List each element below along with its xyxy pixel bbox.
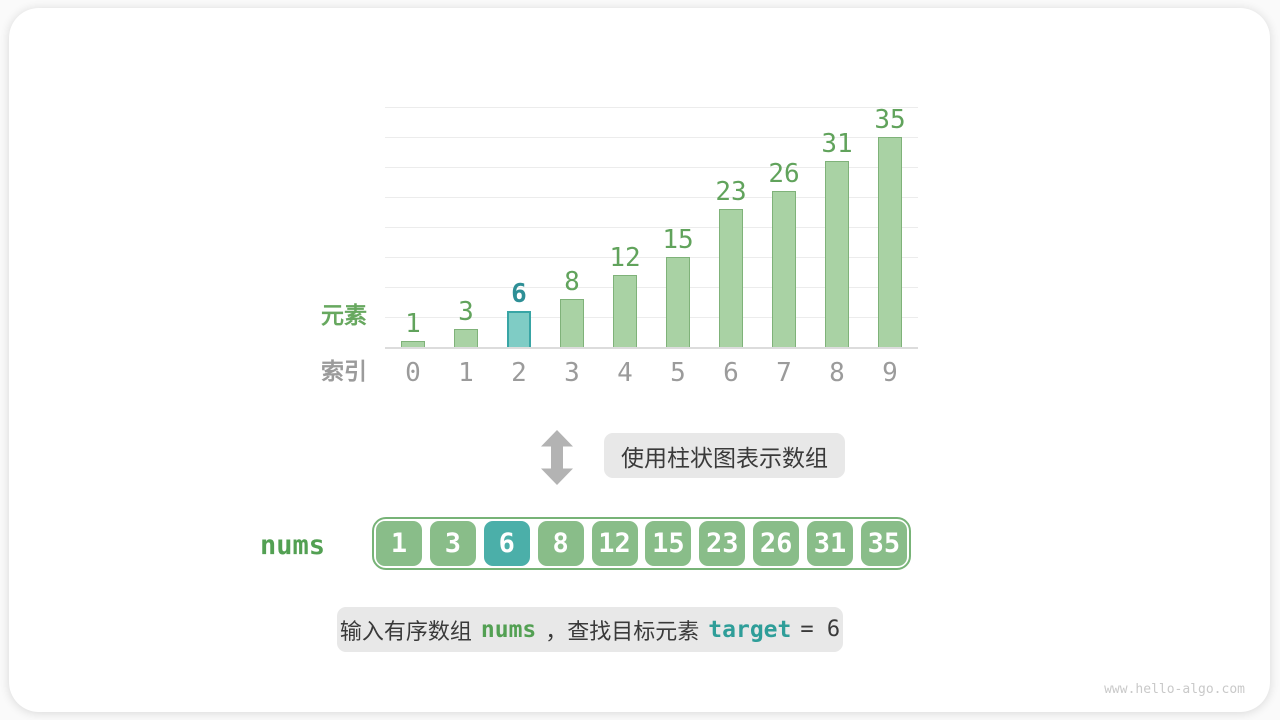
gridline <box>385 317 918 318</box>
chart-bar <box>666 257 690 347</box>
bar-value-label: 35 <box>874 105 906 135</box>
bar-chart-plot-area: 1 0 3 1 6 2 8 3 12 4 15 5 23 6 26 7 31 8 35 9 <box>385 105 918 387</box>
array-cell: 15 <box>645 521 692 566</box>
chart-bar <box>401 341 425 347</box>
gridline <box>385 137 918 138</box>
chart-bar <box>878 137 902 347</box>
y-axis-label: 元素 <box>321 302 367 328</box>
array-cell-highlighted: 6 <box>483 521 530 566</box>
array-cell: 3 <box>429 521 476 566</box>
bar-index-label: 6 <box>723 358 739 388</box>
array-cell: 35 <box>860 521 907 566</box>
transition-label: 使用柱状图表示数组 <box>604 433 845 478</box>
figure-card: 元素 索引 1 0 3 1 6 2 8 3 12 4 15 5 23 6 26 7 31 8 35 9 使用柱状图表示… <box>9 8 1270 712</box>
array-name-label: nums <box>260 530 326 561</box>
chart-bar-highlighted <box>507 311 531 347</box>
bar-index-label: 8 <box>829 358 845 388</box>
bar-value-label: 1 <box>405 309 421 339</box>
watermark: www.hello-algo.com <box>1104 682 1245 697</box>
bar-value-label: 3 <box>458 297 474 327</box>
array-cell: 31 <box>807 521 853 566</box>
bar-index-label: 5 <box>670 358 686 388</box>
array-cell: 1 <box>376 521 422 566</box>
chart-bar <box>454 329 478 347</box>
bar-index-label: 0 <box>405 358 421 388</box>
caption-code-target: target <box>708 616 792 643</box>
array-cell: 12 <box>591 521 638 566</box>
bar-index-label: 1 <box>458 358 474 388</box>
gridline <box>385 257 918 258</box>
caption-text-2: ，查找目标元素 <box>545 618 700 644</box>
bar-value-label: 23 <box>715 177 747 207</box>
caption-code-nums: nums <box>480 616 537 643</box>
bar-value-label: 31 <box>821 129 853 159</box>
array-cell: 23 <box>699 521 746 566</box>
caption-text-3: = 6 <box>800 617 841 642</box>
chart-bar <box>560 299 584 347</box>
chart-bar <box>719 209 743 347</box>
x-axis-label: 索引 <box>321 358 367 384</box>
array-cell: 8 <box>537 521 584 566</box>
gridline <box>385 287 918 288</box>
bar-index-label: 4 <box>617 358 633 388</box>
bar-value-label: 8 <box>564 267 580 297</box>
nums-array-container: 1 3 6 8 12 15 23 26 31 35 <box>372 517 911 570</box>
bar-value-label: 26 <box>768 159 800 189</box>
array-cell: 26 <box>753 521 800 566</box>
bar-value-label: 6 <box>511 279 527 309</box>
caption-box: 输入有序数组 nums ，查找目标元素 target = 6 <box>337 607 843 652</box>
bar-index-label: 3 <box>564 358 580 388</box>
chart-bar <box>772 191 796 347</box>
chart-bar <box>825 161 849 347</box>
up-down-arrow-icon <box>541 430 573 485</box>
bar-index-label: 7 <box>776 358 792 388</box>
bar-index-label: 2 <box>511 358 527 388</box>
up-down-arrow-shape <box>541 430 573 485</box>
chart-bar <box>613 275 637 347</box>
gridline <box>385 227 918 228</box>
bar-value-label: 15 <box>662 225 694 255</box>
x-axis-line <box>385 347 918 349</box>
caption-text-1: 输入有序数组 <box>339 618 472 644</box>
gridline <box>385 167 918 168</box>
gridline <box>385 107 918 108</box>
bar-index-label: 9 <box>882 358 898 388</box>
gridline <box>385 197 918 198</box>
bar-value-label: 12 <box>609 243 641 273</box>
